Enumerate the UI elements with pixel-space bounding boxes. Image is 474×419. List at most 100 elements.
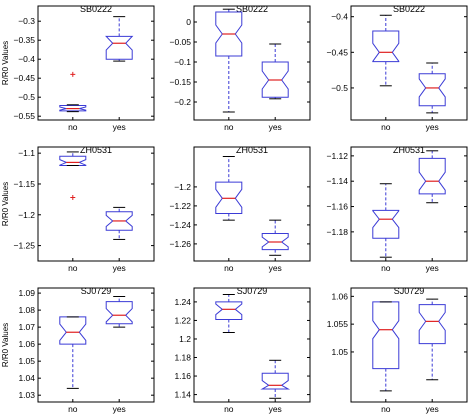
y-tick-label: 1.18: [174, 353, 191, 363]
x-tick-label-no: no: [224, 263, 234, 273]
y-tick-label: −0.45: [326, 47, 348, 57]
box-no: [59, 151, 87, 201]
box-no: [59, 71, 87, 113]
y-tick-label: 1.2: [179, 334, 191, 344]
y-tick-label: −0.4: [331, 12, 348, 22]
panel-3: SB0222 −0.5 −0.45 −0.4 no yes: [326, 4, 468, 132]
y-tick-label: 1.04: [18, 373, 35, 383]
x-tick-label-yes: yes: [113, 122, 126, 132]
x-tick-label-yes: yes: [269, 263, 282, 273]
panel-title: ZH0531: [236, 145, 268, 155]
y-tick-label: 1.06: [331, 291, 348, 301]
panel-8: SJ07291.141.161.181.21.221.24noyescontam…: [174, 286, 311, 419]
y-tick-label: 1.08: [18, 305, 35, 315]
panel-7: SJ0729 1.03 1.04 1.05 1.06 1.07 1.08 1.09 no yes R…: [1, 286, 155, 419]
y-axis-label: R/R0 Values: [1, 41, 10, 85]
y-axis-label: R/R0 Values: [1, 182, 10, 226]
y-tick-label: 1.16: [174, 371, 191, 381]
axes-frame: [193, 287, 311, 403]
y-tick-label: 1.07: [18, 322, 35, 332]
y-tick-label: −1.12: [326, 151, 348, 161]
axes-frame: [350, 146, 468, 262]
x-tick-label-yes: yes: [426, 263, 439, 273]
box-yes: [105, 206, 133, 240]
y-axis-label: R/R0 Values: [1, 323, 10, 367]
box-yes: [418, 150, 446, 204]
panel-title: SB0222: [393, 4, 425, 14]
x-tick-label-no: no: [68, 404, 78, 414]
y-tick-label: −0.55: [13, 111, 35, 121]
axes-frame: [37, 287, 155, 403]
y-tick-label: 1.09: [18, 288, 35, 298]
y-tick-label: −0.05: [169, 37, 191, 47]
axes-frame: [350, 5, 468, 121]
box-no: [372, 183, 400, 258]
panel-title: SJ0729: [237, 286, 268, 296]
y-tick-label: −0.15: [169, 77, 191, 87]
y-tick-label: 1.06: [18, 339, 35, 349]
y-tick-label: −0.45: [13, 73, 35, 83]
x-tick-label-yes: yes: [426, 122, 439, 132]
box-body: [59, 155, 87, 166]
panel-title: SB0222: [80, 4, 112, 14]
x-tick-label-no: no: [381, 404, 391, 414]
panel-title: ZH0531: [393, 145, 425, 155]
y-tick-label: 1.03: [18, 390, 35, 400]
axes-frame: [193, 146, 311, 262]
panel-6: ZH0531 −1.18 −1.16 −1.14 −1.12 no yes: [326, 145, 468, 273]
box-body: [261, 61, 289, 98]
box-body: [215, 11, 243, 57]
y-tick-label: 0: [186, 17, 191, 27]
x-tick-label-no: no: [224, 122, 234, 132]
y-tick-label: −1.18: [326, 227, 348, 237]
y-tick-label: −0.2: [174, 97, 191, 107]
x-tick-label-no: no: [68, 263, 78, 273]
panel-2: SB0222 −0.2 −0.15 −0.1 −0.05 0 no yes: [169, 4, 311, 132]
box-body: [372, 301, 400, 370]
y-tick-label: −1.15: [13, 179, 35, 189]
axes-frame: [37, 146, 155, 262]
y-tick-label: 1.22: [174, 315, 191, 325]
y-tick-label: −1.2: [18, 210, 35, 220]
axes-frame: [193, 5, 311, 121]
panel-5: ZH0531 −1.26 −1.24 −1.22 −1.2 no yes: [169, 145, 311, 273]
box-body: [59, 105, 87, 112]
y-tick-label: 1.05: [18, 356, 35, 366]
outlier-point: [70, 195, 76, 201]
box-yes: [418, 62, 446, 114]
y-tick-label: 1.05: [331, 347, 348, 357]
panel-title: SJ0729: [394, 286, 425, 296]
y-tick-label: −1.24: [169, 220, 191, 230]
box-body: [372, 209, 400, 239]
box-body: [418, 157, 446, 195]
box-no: [215, 293, 243, 333]
panel-title: SJ0729: [81, 286, 112, 296]
box-yes: [260, 359, 291, 399]
y-tick-label: 1.055: [327, 319, 349, 329]
x-tick-label-yes: yes: [426, 404, 439, 414]
y-tick-label: −1.1: [18, 148, 35, 158]
panel-title: ZH0531: [80, 145, 112, 155]
panel-title: SB0222: [236, 4, 268, 14]
x-tick-label-yes: yes: [113, 404, 126, 414]
box-yes: [261, 43, 289, 100]
box-body: [418, 73, 446, 107]
box-body: [105, 211, 133, 231]
axes-frame: [350, 287, 468, 403]
box-no: [59, 316, 87, 389]
x-tick-label-yes: yes: [113, 263, 126, 273]
y-tick-label: −1.14: [326, 176, 348, 186]
box-body: [261, 232, 289, 251]
y-tick-label: −0.5: [18, 92, 35, 102]
y-tick-label: −1.22: [169, 201, 191, 211]
box-body: [215, 301, 243, 321]
box-yes: [105, 16, 134, 62]
y-tick-label: −0.1: [174, 57, 191, 67]
y-tick-label: −0.5: [331, 83, 348, 93]
box-body: [105, 35, 134, 60]
box-no: [372, 301, 400, 392]
y-tick-label: −0.3: [18, 16, 35, 26]
